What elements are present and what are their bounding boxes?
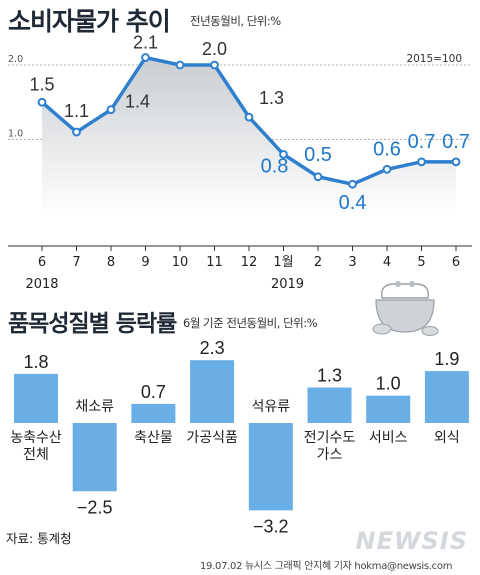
data-label: 0.7: [442, 131, 470, 153]
data-point: [141, 53, 150, 62]
data-label: 1.4: [125, 92, 150, 112]
y-tick-label: 1.0: [8, 129, 23, 140]
source-note: 자료: 통계청: [6, 531, 72, 546]
bar: [72, 423, 117, 492]
x-tick-label: 8: [107, 255, 115, 270]
data-label: 1.5: [29, 74, 54, 94]
year-label-2019: 2019: [271, 277, 304, 292]
bar-category-label: 외식: [434, 430, 460, 446]
bar-chart-subtitle: 6월 기준 전년동월비, 단위:%: [183, 316, 318, 330]
line-chart-subtitle: 전년동월비, 단위:%: [190, 14, 281, 28]
data-label: 0.5: [304, 144, 332, 166]
bar-value-label: 2.3: [200, 338, 225, 358]
data-point: [348, 179, 357, 189]
x-tick-label: 4: [383, 255, 391, 270]
bar-category-label: 축산물: [134, 430, 173, 446]
line-chart-title: 소비자물가 추이: [8, 7, 171, 36]
bar-value-label: 1.0: [376, 374, 401, 394]
bar-category-label: 농축수산: [10, 430, 62, 446]
bar-value-label: −3.2: [253, 516, 289, 536]
bar-category-label: 전체: [23, 447, 49, 463]
x-tick-label: 3: [348, 255, 356, 270]
data-point: [313, 172, 323, 182]
bar: [307, 387, 352, 423]
x-tick-label: 7: [72, 255, 80, 270]
bar-value-label: 1.8: [23, 352, 48, 372]
data-label: 1.3: [259, 88, 284, 108]
data-label: 2.1: [133, 33, 158, 53]
x-tick-label: 12: [241, 255, 258, 270]
bar-category-label: 채소류: [75, 399, 114, 415]
x-tick-label: 6: [452, 255, 460, 270]
data-label: 1.1: [64, 101, 89, 121]
credit-line: 19.07.02 뉴시스 그래픽 안지혜 기자 hokma@newsis.com: [200, 561, 453, 572]
newsis-logo: NEWSIS: [355, 527, 468, 555]
x-tick-label: 10: [172, 255, 189, 270]
data-label: 0.6: [373, 138, 401, 160]
data-point: [382, 164, 392, 174]
line-area-fill: [42, 57, 456, 214]
bar-value-label: 1.9: [434, 349, 459, 369]
x-tick-label: 1월: [273, 255, 293, 270]
x-tick-label: 5: [417, 255, 425, 270]
base-year-note: 2015=100: [406, 53, 462, 65]
bar-chart-title: 품목성질별 등락률: [8, 311, 177, 337]
line-chart: 1.0 2.0 6 1.5 7 1.1 8 1.4 9 2.1 10 11 2.0 12 1.3 1월 0.8 2…: [8, 33, 472, 292]
bar-value-label: 0.7: [141, 382, 166, 402]
y-tick-label: 2.0: [8, 54, 23, 65]
bar-category-label: 서비스: [369, 430, 408, 446]
data-point: [417, 157, 426, 167]
bar: [424, 371, 469, 423]
coin-purse-icon: [372, 281, 439, 336]
data-point: [279, 150, 288, 159]
x-tick-label: 2: [314, 255, 322, 270]
x-tick-label: 11: [206, 255, 223, 270]
x-tick-label: 9: [141, 255, 149, 270]
data-label: 0.8: [261, 155, 289, 177]
bar: [14, 373, 58, 423]
data-point: [244, 112, 254, 122]
data-label: 2.0: [202, 39, 227, 59]
data-point: [37, 97, 47, 107]
bar-category-label: 가스: [317, 447, 343, 463]
data-label: 0.4: [339, 192, 367, 214]
bar: [366, 395, 411, 423]
bar-category-label: 전기수도: [304, 430, 356, 446]
x-tick-label: 6: [38, 255, 46, 270]
bar: [248, 423, 293, 511]
bar-category-label: 석유류: [251, 399, 290, 415]
bar-value-label: 1.3: [317, 366, 342, 386]
bar-category-label: 가공식품: [186, 430, 238, 446]
bar: [190, 360, 235, 423]
data-point: [210, 60, 219, 70]
data-point: [175, 60, 185, 70]
bar-value-label: −2.5: [77, 497, 113, 517]
data-point: [106, 105, 116, 115]
year-label-2018: 2018: [25, 277, 58, 292]
data-point: [451, 157, 461, 167]
data-point: [72, 127, 81, 137]
data-label: 0.7: [408, 131, 436, 153]
bar: [131, 403, 176, 423]
